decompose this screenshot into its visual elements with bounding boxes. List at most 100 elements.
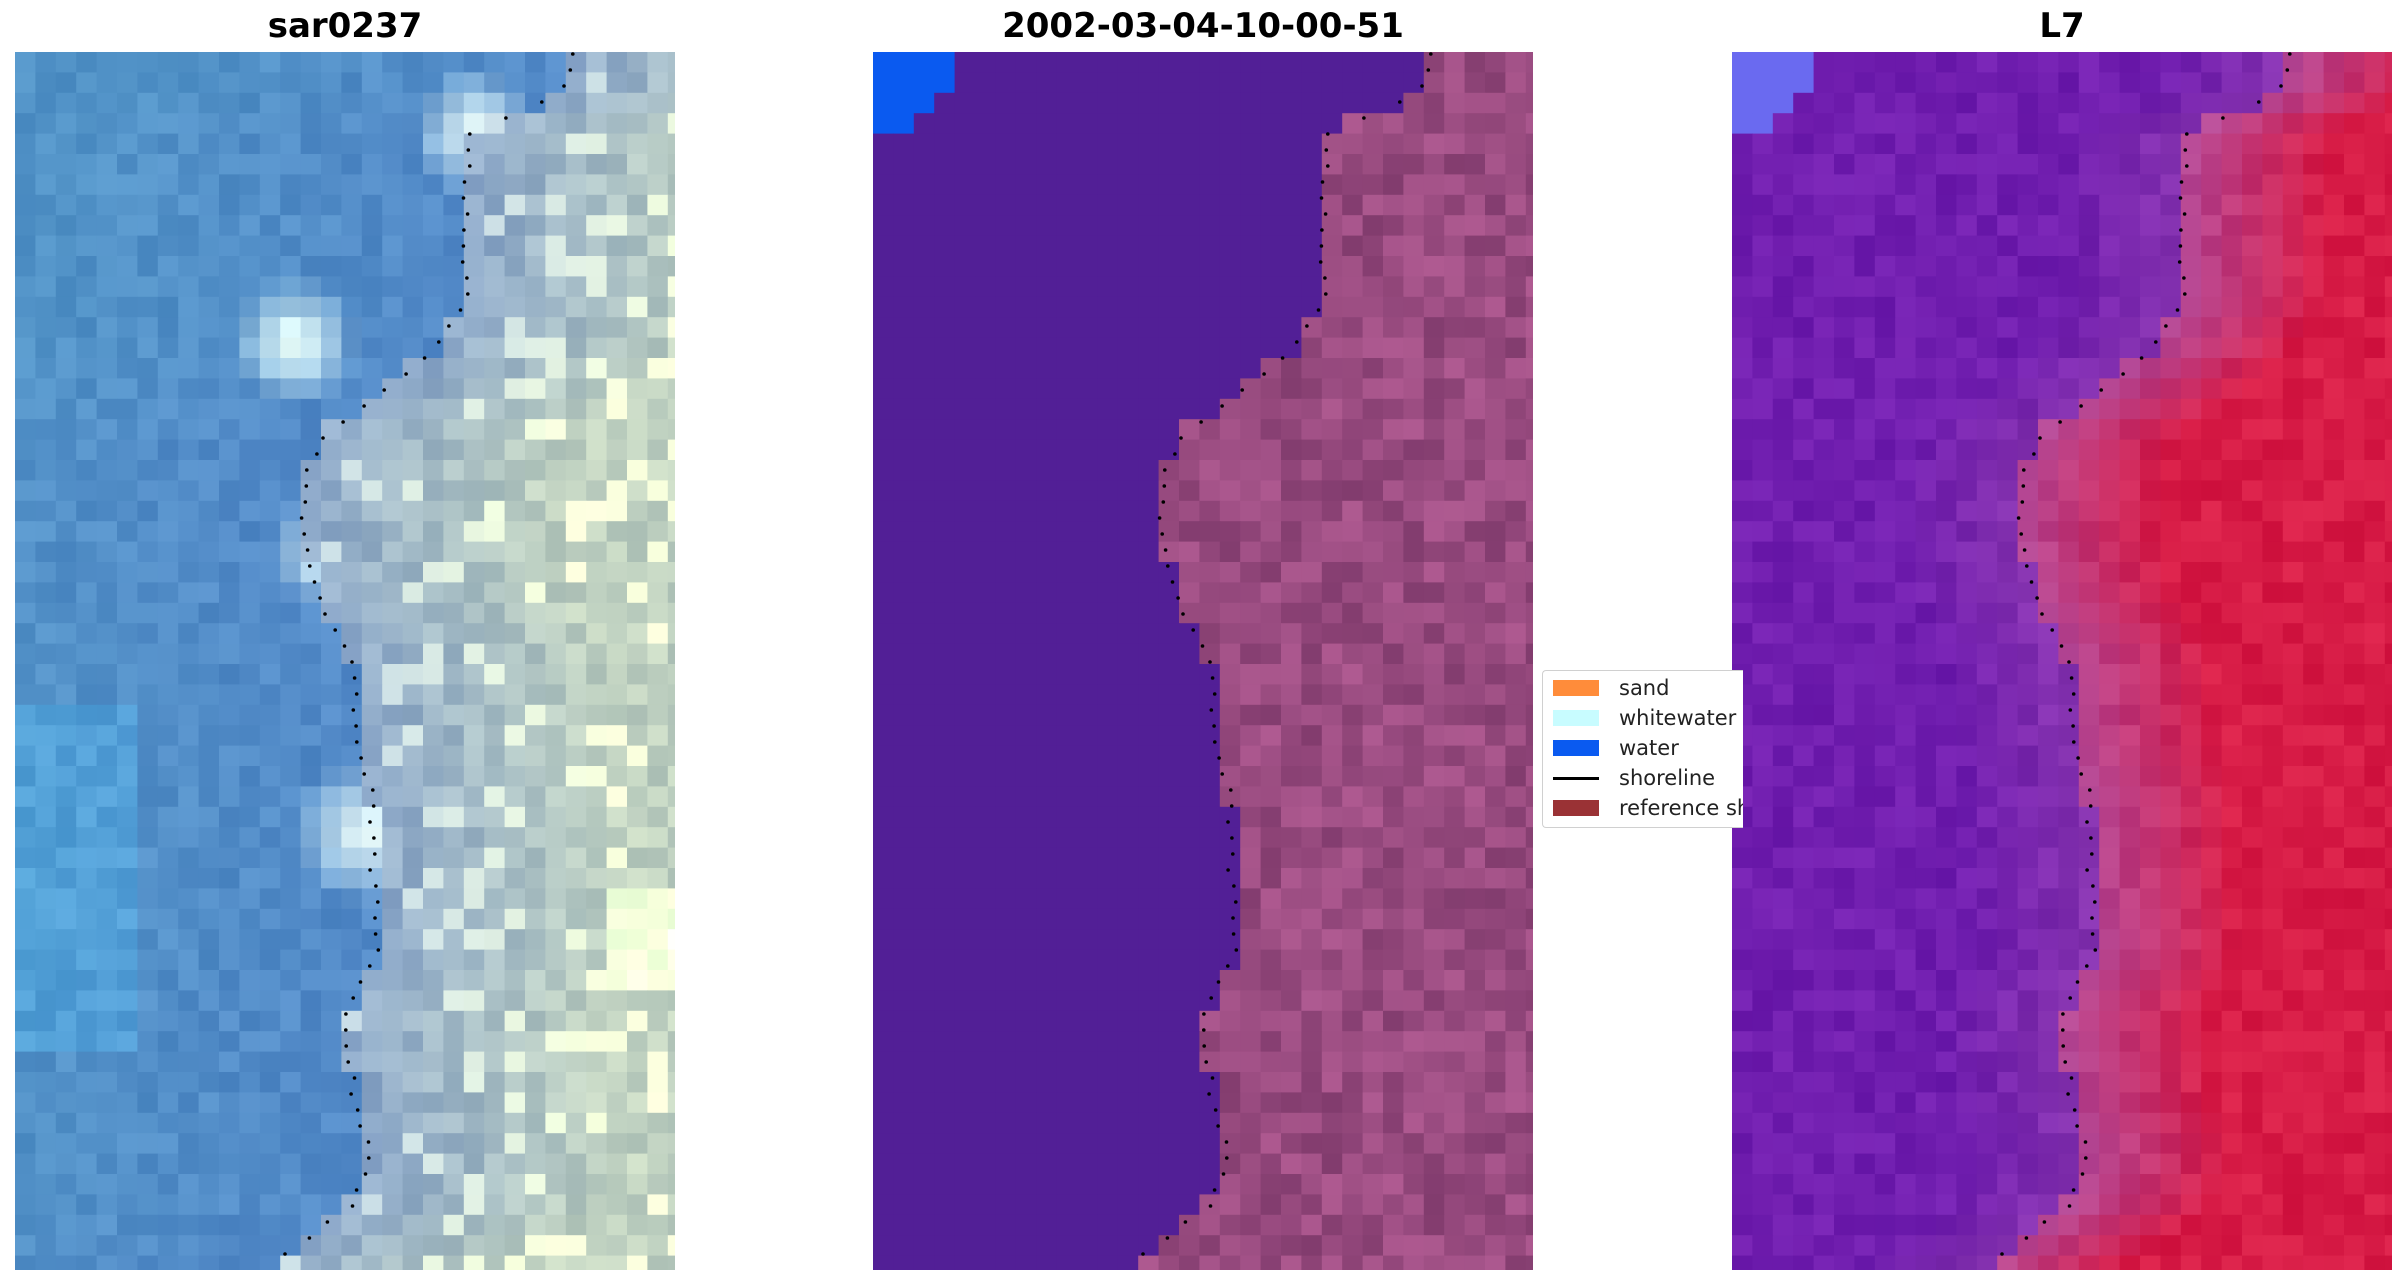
image-pixel: [1403, 52, 1425, 73]
image-pixel: [2201, 113, 2223, 135]
image-pixel: [2262, 215, 2284, 237]
image-pixel: [361, 296, 383, 318]
image-pixel: [443, 296, 465, 318]
image-pixel: [463, 480, 485, 502]
image-pixel: [647, 1153, 669, 1175]
image-pixel: [873, 806, 894, 828]
image-pixel: [586, 582, 608, 604]
image-pixel: [96, 684, 118, 706]
image-pixel: [2180, 398, 2202, 420]
image-pixel: [1772, 562, 1794, 583]
image-pixel: [1854, 276, 1876, 298]
image-pixel: [300, 133, 322, 155]
shoreline-point: [349, 1092, 353, 1096]
image-pixel: [341, 378, 363, 400]
image-pixel: [934, 337, 956, 359]
image-pixel: [647, 806, 669, 828]
image-pixel: [1097, 766, 1119, 787]
image-pixel: [2221, 72, 2243, 94]
image-pixel: [1342, 52, 1364, 73]
image-pixel: [1444, 378, 1466, 400]
image-pixel: [1240, 1153, 1262, 1175]
image-pixel: [341, 1255, 363, 1270]
image-pixel: [402, 868, 424, 889]
image-pixel: [2099, 419, 2121, 441]
image-pixel: [873, 398, 894, 420]
image-pixel: [2201, 419, 2223, 441]
image-pixel: [443, 847, 465, 869]
image-pixel: [2160, 358, 2182, 379]
shoreline-point: [1232, 884, 1236, 888]
image-pixel: [627, 235, 648, 257]
image-pixel: [873, 521, 894, 543]
image-pixel: [1199, 1051, 1221, 1073]
image-pixel: [1772, 582, 1794, 604]
image-pixel: [627, 1174, 648, 1195]
image-pixel: [667, 1255, 675, 1270]
image-pixel: [1321, 1133, 1343, 1155]
image-pixel: [2017, 194, 2039, 216]
image-pixel: [1485, 1194, 1506, 1216]
image-pixel: [1036, 704, 1058, 726]
image-pixel: [2180, 256, 2202, 277]
image-pixel: [361, 1214, 383, 1236]
image-pixel: [137, 1174, 159, 1195]
image-pixel: [1997, 133, 2019, 155]
image-pixel: [1179, 174, 1200, 196]
image-pixel: [484, 215, 506, 237]
image-pixel: [35, 1072, 57, 1093]
image-pixel: [361, 766, 383, 787]
image-pixel: [15, 296, 36, 318]
image-pixel: [300, 643, 322, 665]
image-pixel: [1915, 276, 1937, 298]
image-pixel: [1240, 990, 1262, 1012]
image-pixel: [586, 868, 608, 889]
image-pixel: [1895, 174, 1917, 196]
image-pixel: [1342, 1051, 1364, 1073]
image-pixel: [1423, 541, 1445, 563]
image-pixel: [1158, 133, 1180, 155]
image-pixel: [341, 1112, 363, 1134]
image-pixel: [382, 1255, 404, 1270]
image-pixel: [1117, 398, 1139, 420]
image-pixel: [1219, 52, 1241, 73]
image-pixel: [1525, 1133, 1533, 1155]
image-pixel: [565, 174, 587, 196]
image-pixel: [627, 704, 648, 726]
image-pixel: [545, 235, 567, 257]
image-pixel: [443, 602, 465, 624]
image-pixel: [1077, 1235, 1098, 1257]
image-pixel: [1525, 725, 1533, 747]
image-pixel: [975, 623, 996, 645]
image-pixel: [1895, 215, 1917, 237]
image-pixel: [1219, 1194, 1241, 1216]
image-pixel: [606, 174, 628, 196]
image-pixel: [1423, 296, 1445, 318]
image-pixel: [1403, 786, 1425, 808]
image-pixel: [1179, 1214, 1200, 1236]
shoreline-point: [1163, 468, 1167, 472]
image-pixel: [321, 1153, 342, 1175]
shoreline-point: [1324, 292, 1328, 296]
image-pixel: [995, 256, 1017, 277]
image-pixel: [934, 521, 956, 543]
image-pixel: [873, 215, 894, 237]
image-pixel: [1423, 623, 1445, 645]
image-pixel: [137, 235, 159, 257]
image-pixel: [219, 174, 240, 196]
image-pixel: [1485, 113, 1506, 135]
image-pixel: [300, 1153, 322, 1175]
image-pixel: [565, 704, 587, 726]
image-pixel: [259, 1235, 281, 1257]
image-pixel: [1117, 602, 1139, 624]
image-pixel: [1138, 92, 1160, 114]
image-pixel: [1464, 1214, 1486, 1236]
image-pixel: [954, 1194, 976, 1216]
image-pixel: [1997, 398, 2019, 420]
image-pixel: [463, 296, 485, 318]
image-pixel: [1301, 1010, 1323, 1032]
image-pixel: [913, 1174, 935, 1195]
image-pixel: [1260, 1112, 1282, 1134]
image-pixel: [893, 970, 915, 991]
image-pixel: [1403, 847, 1425, 869]
